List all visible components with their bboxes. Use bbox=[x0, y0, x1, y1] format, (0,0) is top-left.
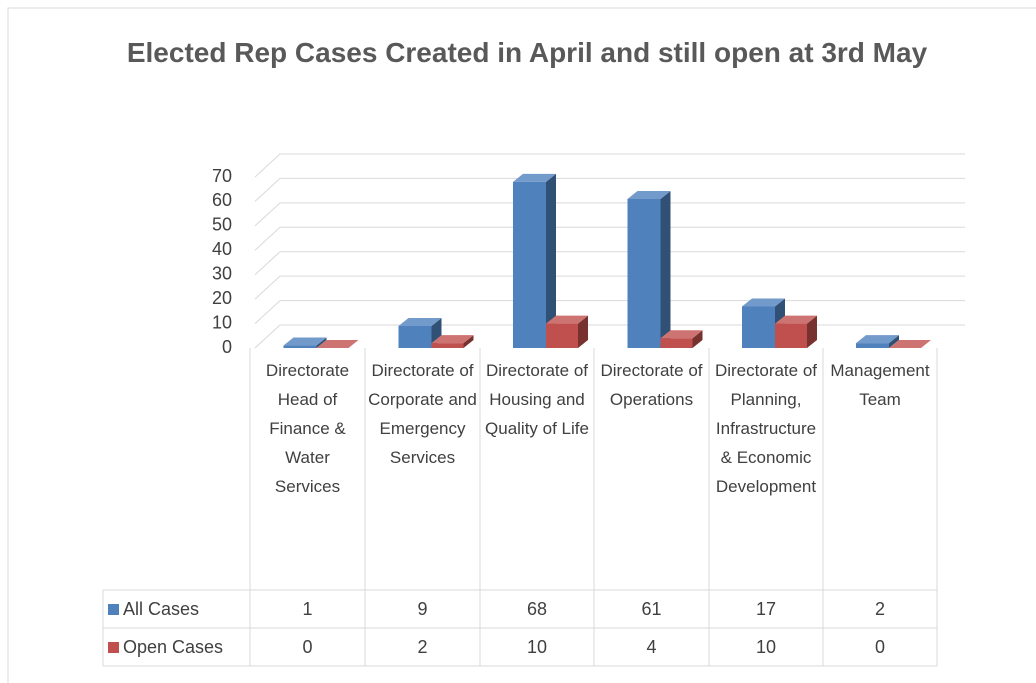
chart-border bbox=[7, 7, 1036, 683]
bar-top bbox=[742, 298, 785, 307]
bar-front bbox=[775, 323, 807, 348]
x-tick-label: Directorate of Operations bbox=[600, 361, 703, 409]
legend-label: Open Cases bbox=[123, 637, 224, 657]
table-cell: 0 bbox=[874, 637, 885, 657]
table-cell: 61 bbox=[641, 599, 662, 619]
bar bbox=[856, 335, 899, 348]
table-cell: 1 bbox=[302, 599, 313, 619]
bar bbox=[283, 337, 327, 348]
bar bbox=[889, 340, 931, 348]
x-tick-label: Management Team bbox=[830, 361, 930, 409]
bar bbox=[775, 315, 817, 348]
bar-side bbox=[660, 190, 671, 348]
grid-line bbox=[254, 153, 965, 178]
bar-side bbox=[463, 335, 474, 348]
bar-front bbox=[513, 181, 546, 348]
bar bbox=[660, 330, 703, 348]
bar bbox=[546, 315, 588, 348]
bar-top bbox=[398, 318, 442, 327]
bar-top bbox=[856, 335, 899, 344]
legend-entry: All Cases bbox=[108, 590, 199, 628]
y-tick-label: 50 bbox=[212, 215, 232, 235]
y-tick-label: 30 bbox=[212, 263, 232, 283]
grid-line bbox=[254, 300, 965, 324]
bar-front bbox=[283, 345, 317, 348]
grid-line bbox=[254, 177, 965, 202]
y-tick-label: 20 bbox=[212, 288, 232, 308]
bar-top bbox=[627, 190, 671, 199]
bar bbox=[398, 318, 442, 348]
bar-top bbox=[283, 337, 327, 346]
table-cell: 17 bbox=[755, 599, 777, 619]
bar-front bbox=[546, 323, 578, 348]
legend-entry: Open Cases bbox=[108, 628, 223, 666]
bar-side bbox=[578, 315, 588, 348]
bar-top bbox=[316, 340, 359, 348]
table-cell: 68 bbox=[526, 599, 548, 619]
table-cell: 9 bbox=[417, 599, 428, 619]
x-tick-label: Directorate of Planning, Infrastructure … bbox=[714, 361, 818, 496]
grid-line bbox=[254, 251, 965, 276]
legend-label: All Cases bbox=[123, 599, 200, 619]
bar-front bbox=[398, 326, 432, 348]
bar bbox=[627, 190, 671, 348]
bar-top bbox=[513, 173, 556, 182]
table-cell: 4 bbox=[646, 637, 657, 657]
bar-top bbox=[431, 335, 474, 344]
grid-line bbox=[254, 275, 965, 300]
bar bbox=[431, 335, 474, 348]
table-cell: 10 bbox=[755, 637, 777, 657]
bar-front bbox=[742, 306, 775, 348]
table-cell: 10 bbox=[526, 637, 548, 657]
y-tick-label: 60 bbox=[212, 190, 232, 210]
bar-top bbox=[660, 330, 703, 339]
bar-side bbox=[889, 335, 899, 348]
legend-swatch bbox=[108, 642, 119, 653]
bar-front bbox=[856, 343, 889, 348]
x-tick-label: Directorate Head of Finance & Water Serv… bbox=[265, 361, 350, 496]
bar-front bbox=[660, 338, 693, 348]
bar-front bbox=[431, 343, 464, 348]
bar-front bbox=[627, 198, 661, 348]
y-tick-label: 0 bbox=[222, 337, 232, 357]
y-tick-label: 10 bbox=[212, 312, 232, 332]
bar bbox=[513, 173, 556, 348]
bar-side bbox=[546, 173, 556, 348]
x-tick-label: Directorate of Corporate and Emergency S… bbox=[368, 361, 477, 467]
grid-line bbox=[254, 202, 965, 227]
bar-top bbox=[775, 315, 817, 324]
legend-swatch bbox=[108, 604, 119, 615]
bar bbox=[316, 340, 359, 348]
bar-top bbox=[546, 315, 588, 324]
grid-line bbox=[254, 226, 965, 251]
x-tick-label: Directorate of Housing and Quality of Li… bbox=[485, 361, 589, 438]
bar-side bbox=[807, 315, 817, 348]
bar-side bbox=[692, 330, 703, 348]
y-tick-label: 40 bbox=[212, 239, 232, 259]
table-cell: 2 bbox=[417, 637, 428, 657]
bar-side bbox=[316, 337, 327, 348]
bar-top bbox=[889, 340, 931, 348]
grid-line bbox=[254, 324, 965, 349]
table-cell: 2 bbox=[874, 599, 885, 619]
y-tick-label: 70 bbox=[212, 166, 232, 186]
chart-title: Elected Rep Cases Created in April and s… bbox=[126, 37, 928, 68]
table-cell: 0 bbox=[302, 637, 313, 657]
